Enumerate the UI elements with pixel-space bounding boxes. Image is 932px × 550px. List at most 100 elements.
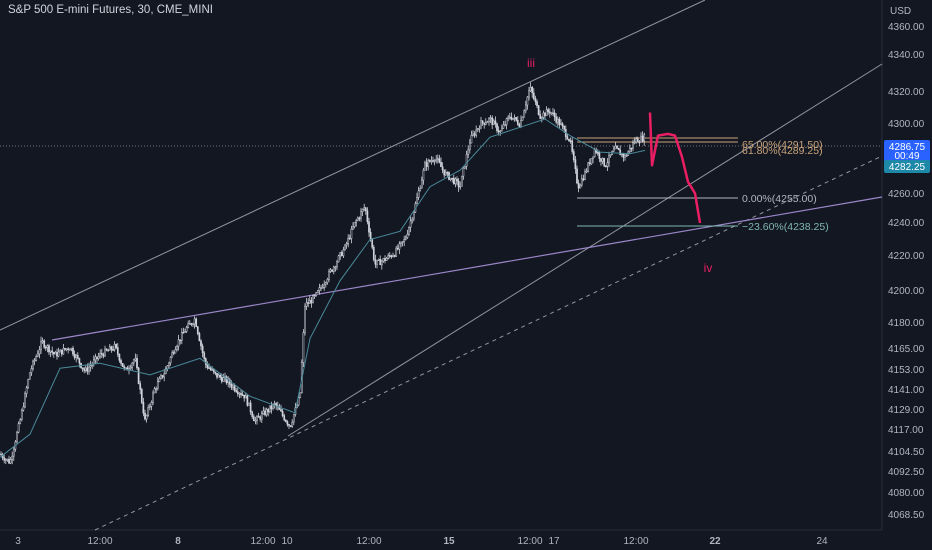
candle-body: [379, 259, 382, 266]
candle-body: [571, 140, 574, 152]
candle-body: [390, 255, 393, 258]
candle-body: [329, 269, 332, 272]
candle-body: [436, 158, 439, 160]
candle-body: [433, 160, 436, 162]
candle-body: [265, 409, 268, 416]
candle-body: [76, 355, 79, 359]
candle-body: [446, 172, 449, 174]
candle-body: [404, 237, 407, 240]
candle-body: [236, 391, 239, 394]
fib-level-label: 0.00%(4255.00): [742, 193, 817, 205]
candle-body: [299, 392, 302, 398]
candle-body: [28, 372, 31, 380]
y-tick-label: 4200.00: [888, 286, 925, 297]
candle-body: [369, 231, 372, 240]
candle-body: [147, 407, 150, 416]
candle-body: [48, 345, 50, 353]
candle-body: [371, 239, 374, 248]
x-tick-label: 12:00: [517, 536, 542, 547]
candle-body: [137, 367, 140, 384]
candle-body: [43, 340, 46, 348]
candle-body: [166, 365, 169, 370]
candle-body: [524, 104, 527, 112]
candle-body: [72, 347, 74, 355]
support-trendline: [51, 196, 883, 341]
candle-body: [3, 457, 6, 461]
candle-body: [112, 349, 114, 351]
candle-body: [260, 413, 263, 420]
candle-body: [548, 111, 551, 114]
candle-body: [432, 160, 434, 162]
candle-body: [56, 351, 58, 357]
candle-body: [452, 177, 455, 184]
candle-body: [62, 347, 65, 355]
candle-body: [140, 389, 143, 403]
candle-body: [108, 346, 111, 351]
candle-body: [593, 149, 596, 157]
candle-body: [508, 116, 511, 119]
candle-body: [289, 425, 292, 427]
candle-body: [100, 352, 103, 355]
candle-body: [176, 345, 178, 350]
candle-body: [332, 266, 335, 272]
candle-body: [486, 121, 489, 124]
candle-body: [420, 179, 423, 189]
candle-body: [30, 368, 33, 374]
candle-body: [500, 127, 503, 132]
candle-body: [16, 431, 18, 443]
candle-body: [118, 353, 121, 361]
candle-countdown: 00:49: [894, 151, 919, 162]
currency-label: USD: [890, 6, 911, 17]
candle-body: [174, 349, 177, 354]
candle-body: [353, 222, 356, 228]
candle-body: [65, 348, 68, 350]
dashed-channel-line: [94, 155, 883, 531]
ma-price-value: 4282.25: [889, 162, 926, 173]
candle-body: [273, 403, 276, 405]
candle-body: [545, 109, 548, 116]
candle-body: [246, 395, 249, 406]
candle-body: [92, 359, 95, 365]
candle-body: [473, 133, 476, 136]
candle-body: [49, 350, 52, 353]
candle-body: [484, 122, 487, 125]
current-price-value: 4286.75: [889, 142, 926, 153]
candle-body: [230, 384, 233, 388]
candle-body: [172, 352, 175, 354]
candle-body: [233, 385, 236, 391]
candle-body: [340, 252, 343, 257]
candle-body: [419, 187, 422, 192]
candle-body: [632, 142, 634, 149]
candle-body: [169, 356, 172, 364]
candle-body: [313, 295, 316, 297]
candle-body: [387, 255, 390, 259]
candle-body: [201, 345, 204, 354]
candle-body: [451, 177, 454, 180]
candle-body: [550, 112, 553, 115]
candle-body: [592, 156, 594, 159]
candle-body: [625, 155, 628, 157]
candle-body: [27, 379, 30, 388]
candle-body: [489, 117, 492, 120]
candle-body: [160, 375, 162, 379]
candle-body: [120, 360, 122, 364]
y-tick-label: 4080.00: [888, 488, 925, 499]
candle-body: [406, 233, 409, 239]
candle-body: [480, 120, 482, 129]
candle-body: [537, 105, 540, 115]
candle-body: [240, 393, 242, 395]
fib-level-label: −23.60%(4238.25): [742, 221, 829, 233]
candle-body: [38, 349, 41, 355]
candle-body: [220, 377, 223, 382]
projection-path: [648, 112, 702, 224]
fib-level-label: 61.80%(4289.25): [742, 145, 823, 157]
candle-body: [264, 410, 266, 416]
candle-body: [612, 148, 615, 152]
candle-body: [200, 340, 202, 347]
candle-body: [243, 394, 246, 399]
candle-body: [563, 126, 566, 130]
candle-body: [254, 419, 257, 422]
upper-channel-line: [0, 0, 706, 331]
fib-level-label: 65.00%(4291.50): [742, 139, 823, 151]
